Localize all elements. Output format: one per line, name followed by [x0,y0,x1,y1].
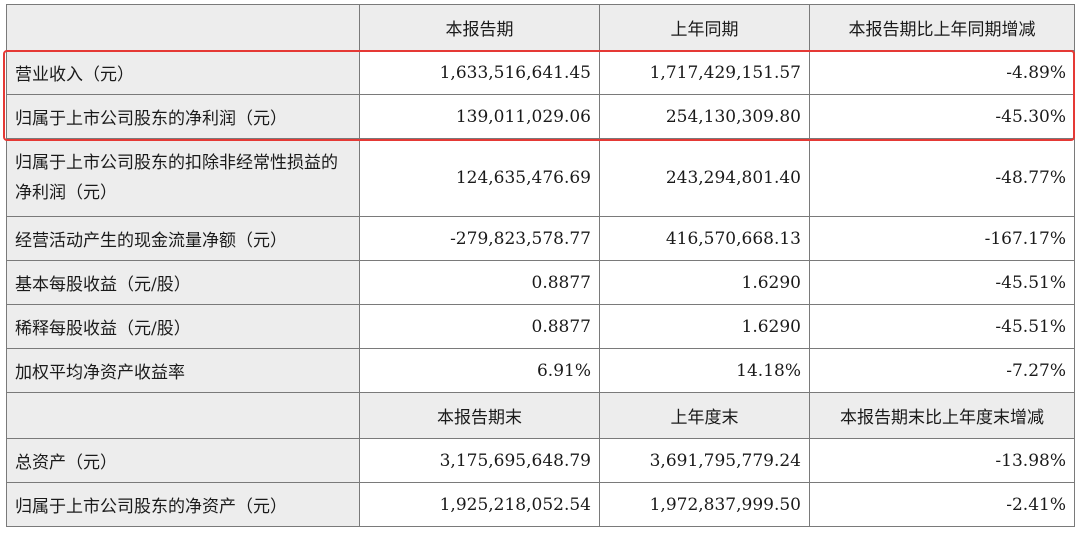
cell-prior: 1,717,429,151.57 [599,50,810,95]
header-change-2: 本报告期末比上年度末增减 [809,392,1075,439]
table-row: 归属于上市公司股东的净利润（元） 139,011,029.06 254,130,… [6,94,1075,139]
cell-prior: 416,570,668.13 [599,216,810,261]
header-row-2: 本报告期末 上年度末 本报告期末比上年度末增减 [6,392,1075,439]
financial-summary-table: 本报告期 上年同期 本报告期比上年同期增减 营业收入（元） 1,633,516,… [6,4,1075,527]
cell-current: -279,823,578.77 [359,216,600,261]
cell-change: -45.51% [809,304,1075,349]
cell-current: 6.91% [359,348,600,393]
header-row: 本报告期 上年同期 本报告期比上年同期增减 [6,4,1075,51]
cell-change: -167.17% [809,216,1075,261]
row-label: 归属于上市公司股东的净资产（元） [6,482,360,527]
row-label: 基本每股收益（元/股） [6,260,360,305]
row-label: 加权平均净资产收益率 [6,348,360,393]
cell-current: 3,175,695,648.79 [359,438,600,483]
cell-current: 139,011,029.06 [359,94,600,139]
cell-change: -7.27% [809,348,1075,393]
cell-change: -13.98% [809,438,1075,483]
table-row: 经营活动产生的现金流量净额（元） -279,823,578.77 416,570… [6,216,1075,261]
cell-prior: 1,972,837,999.50 [599,482,810,527]
table-row: 营业收入（元） 1,633,516,641.45 1,717,429,151.5… [6,50,1075,95]
row-label: 总资产（元） [6,438,360,483]
header-prior-period: 上年同期 [599,4,810,51]
header-current-period: 本报告期 [359,4,600,51]
cell-change: -45.30% [809,94,1075,139]
table-row: 基本每股收益（元/股） 0.8877 1.6290 -45.51% [6,260,1075,305]
table-row: 归属于上市公司股东的净资产（元） 1,925,218,052.54 1,972,… [6,482,1075,527]
cell-change: -2.41% [809,482,1075,527]
cell-prior: 243,294,801.40 [599,138,810,217]
cell-prior: 1.6290 [599,260,810,305]
cell-prior: 3,691,795,779.24 [599,438,810,483]
table-row: 总资产（元） 3,175,695,648.79 3,691,795,779.24… [6,438,1075,483]
table-row: 加权平均净资产收益率 6.91% 14.18% -7.27% [6,348,1075,393]
row-label: 归属于上市公司股东的扣除非经常性损益的净利润（元） [6,138,360,217]
row-label: 归属于上市公司股东的净利润（元） [6,94,360,139]
table-row: 稀释每股收益（元/股） 0.8877 1.6290 -45.51% [6,304,1075,349]
header-prior-year-end: 上年度末 [599,392,810,439]
row-label: 经营活动产生的现金流量净额（元） [6,216,360,261]
cell-current: 1,925,218,052.54 [359,482,600,527]
header-cell-empty [6,392,360,439]
cell-prior: 14.18% [599,348,810,393]
cell-prior: 254,130,309.80 [599,94,810,139]
cell-current: 1,633,516,641.45 [359,50,600,95]
cell-current: 0.8877 [359,304,600,349]
header-change: 本报告期比上年同期增减 [809,4,1075,51]
cell-prior: 1.6290 [599,304,810,349]
header-cell-empty [6,4,360,51]
cell-change: -45.51% [809,260,1075,305]
cell-current: 124,635,476.69 [359,138,600,217]
cell-current: 0.8877 [359,260,600,305]
cell-change: -48.77% [809,138,1075,217]
row-label: 稀释每股收益（元/股） [6,304,360,349]
row-label: 营业收入（元） [6,50,360,95]
cell-change: -4.89% [809,50,1075,95]
table-row: 归属于上市公司股东的扣除非经常性损益的净利润（元） 124,635,476.69… [6,138,1075,217]
header-period-end: 本报告期末 [359,392,600,439]
